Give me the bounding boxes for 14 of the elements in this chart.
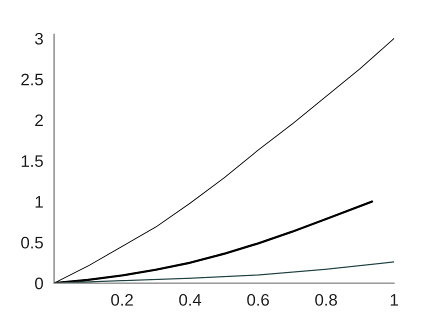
x-tick-label: 0.4: [179, 294, 202, 306]
y-tick-label: 1: [36, 196, 43, 208]
x-tick-label: 1: [390, 294, 398, 306]
y-tick-label: 2.5: [21, 74, 43, 86]
x-tick-label: 0.6: [247, 294, 269, 306]
line-series: [54, 38, 394, 284]
y-tick-label: 0.5: [21, 236, 43, 249]
x-tick-label: 0.2: [111, 294, 133, 306]
y-tick-label: 0: [35, 278, 43, 290]
y-tick-label: 2: [35, 114, 43, 126]
y-tick-label: 1.5: [22, 155, 43, 167]
y-tick-label: 3: [35, 32, 43, 45]
x-tick-label: 0.8: [315, 294, 337, 306]
line-series: [54, 200, 374, 284]
